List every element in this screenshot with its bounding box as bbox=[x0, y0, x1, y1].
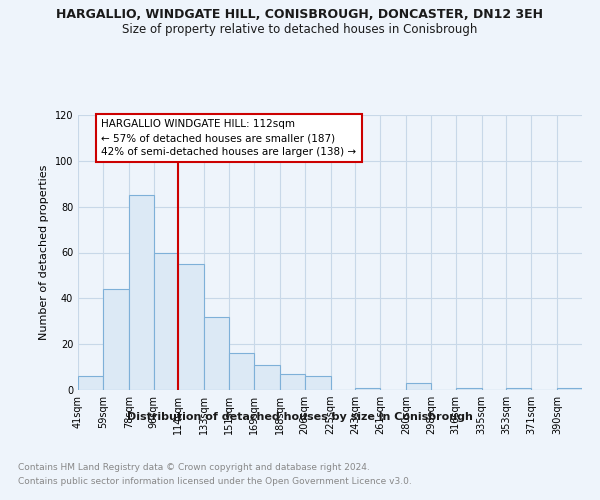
Text: Contains HM Land Registry data © Crown copyright and database right 2024.: Contains HM Land Registry data © Crown c… bbox=[18, 462, 370, 471]
Bar bbox=[254, 365, 280, 390]
Bar bbox=[229, 354, 254, 390]
Y-axis label: Number of detached properties: Number of detached properties bbox=[39, 165, 49, 340]
Text: HARGALLIO WINDGATE HILL: 112sqm
← 57% of detached houses are smaller (187)
42% o: HARGALLIO WINDGATE HILL: 112sqm ← 57% of… bbox=[101, 119, 356, 157]
Text: Distribution of detached houses by size in Conisbrough: Distribution of detached houses by size … bbox=[127, 412, 473, 422]
Bar bbox=[129, 195, 154, 390]
Bar bbox=[455, 388, 482, 390]
Bar bbox=[154, 252, 178, 390]
Bar bbox=[557, 388, 582, 390]
Bar bbox=[280, 374, 305, 390]
Bar bbox=[305, 376, 331, 390]
Text: Size of property relative to detached houses in Conisbrough: Size of property relative to detached ho… bbox=[122, 22, 478, 36]
Bar bbox=[205, 316, 229, 390]
Bar bbox=[78, 376, 103, 390]
Bar bbox=[355, 388, 380, 390]
Text: HARGALLIO, WINDGATE HILL, CONISBROUGH, DONCASTER, DN12 3EH: HARGALLIO, WINDGATE HILL, CONISBROUGH, D… bbox=[56, 8, 544, 20]
Bar bbox=[103, 289, 129, 390]
Bar bbox=[406, 383, 431, 390]
Text: Contains public sector information licensed under the Open Government Licence v3: Contains public sector information licen… bbox=[18, 478, 412, 486]
Bar bbox=[506, 388, 531, 390]
Bar bbox=[178, 264, 205, 390]
